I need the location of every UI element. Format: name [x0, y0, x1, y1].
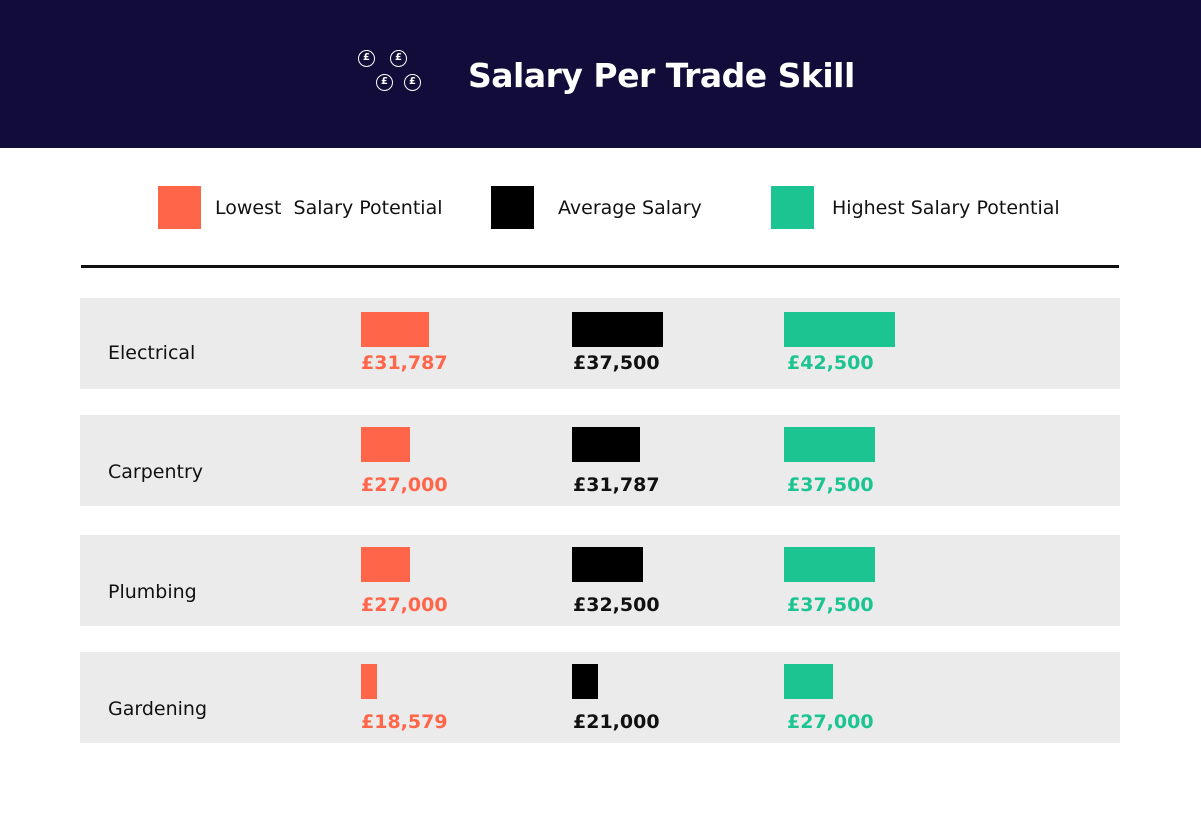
category-label: Carpentry [108, 461, 204, 483]
bar-avg [572, 547, 643, 582]
legend-label-low: Lowest Salary Potential [215, 197, 443, 219]
legend-label-high: Highest Salary Potential [832, 197, 1060, 219]
value-label-high: £27,000 [787, 711, 874, 733]
bar-low [361, 547, 410, 582]
header-banner: £ £ £ £ Salary Per Trade Skill [0, 0, 1201, 148]
value-label-low: £27,000 [361, 474, 448, 496]
value-label-high: £37,500 [787, 474, 874, 496]
row-gardening: Gardening £18,579 £21,000 £27,000 [80, 652, 1120, 743]
pound-coin-icon: £ [376, 74, 393, 91]
legend-swatch-high [771, 186, 814, 229]
category-label: Gardening [108, 698, 208, 720]
bar-low [361, 427, 410, 462]
legend-swatch-average [491, 186, 534, 229]
pound-coin-icon: £ [358, 50, 375, 67]
value-label-low: £18,579 [361, 711, 448, 733]
chart-title: Salary Per Trade Skill [468, 56, 855, 95]
bar-avg [572, 312, 663, 347]
value-label-avg: £32,500 [573, 594, 660, 616]
bar-low [361, 664, 377, 699]
bar-avg [572, 427, 640, 462]
value-label-high: £42,500 [787, 352, 874, 374]
value-label-low: £27,000 [361, 594, 448, 616]
value-label-avg: £37,500 [573, 352, 660, 374]
divider [81, 265, 1119, 268]
category-label: Plumbing [108, 581, 197, 603]
category-label: Electrical [108, 342, 196, 364]
row-carpentry: Carpentry £27,000 £31,787 £37,500 [80, 415, 1120, 506]
value-label-high: £37,500 [787, 594, 874, 616]
value-label-avg: £21,000 [573, 711, 660, 733]
bar-high [784, 427, 875, 462]
bar-low [361, 312, 429, 347]
bar-high [784, 664, 833, 699]
legend-label-average: Average Salary [558, 197, 702, 219]
bar-high [784, 312, 895, 347]
pound-coins-icon: £ £ £ £ [356, 48, 426, 94]
row-electrical: Electrical £31,787 £37,500 £42,500 [80, 298, 1120, 389]
row-plumbing: Plumbing £27,000 £32,500 £37,500 [80, 535, 1120, 626]
pound-coin-icon: £ [390, 50, 407, 67]
value-label-avg: £31,787 [573, 474, 660, 496]
pound-coin-icon: £ [404, 74, 421, 91]
bar-avg [572, 664, 598, 699]
legend-swatch-low [158, 186, 201, 229]
bar-high [784, 547, 875, 582]
value-label-low: £31,787 [361, 352, 448, 374]
